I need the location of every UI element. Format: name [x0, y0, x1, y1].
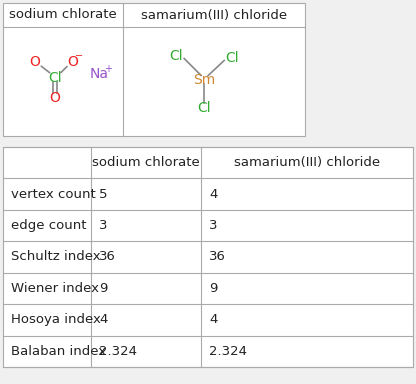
Text: 36: 36 [209, 250, 226, 263]
Bar [3, 147, 413, 367]
Text: O: O [67, 55, 79, 68]
Text: 2.324: 2.324 [99, 345, 137, 358]
Text: Cl: Cl [225, 51, 239, 65]
Text: +: + [104, 63, 112, 73]
Text: Sm: Sm [193, 73, 215, 86]
Text: 2.324: 2.324 [209, 345, 247, 358]
Text: 4: 4 [209, 188, 218, 201]
Text: 9: 9 [209, 282, 218, 295]
Bar [3, 3, 305, 136]
Text: Balaban index: Balaban index [11, 345, 106, 358]
Text: 5: 5 [99, 188, 107, 201]
Text: Cl: Cl [48, 71, 62, 84]
Text: 3: 3 [209, 219, 218, 232]
Text: 4: 4 [99, 313, 107, 326]
Text: sodium chlorate: sodium chlorate [92, 156, 200, 169]
Text: −: − [75, 51, 83, 61]
Text: samarium(III) chloride: samarium(III) chloride [234, 156, 380, 169]
Text: 3: 3 [99, 219, 107, 232]
Text: Cl: Cl [197, 101, 211, 114]
Text: 9: 9 [99, 282, 107, 295]
Text: O: O [30, 55, 40, 68]
Text: 4: 4 [209, 313, 218, 326]
Text: O: O [50, 91, 60, 104]
Text: edge count: edge count [11, 219, 87, 232]
Text: 36: 36 [99, 250, 116, 263]
Text: Cl: Cl [169, 48, 183, 63]
Text: Na: Na [89, 66, 109, 81]
Text: Hosoya index: Hosoya index [11, 313, 101, 326]
Text: sodium chlorate: sodium chlorate [9, 8, 117, 22]
Text: Wiener index: Wiener index [11, 282, 99, 295]
Text: vertex count: vertex count [11, 188, 96, 201]
Text: samarium(III) chloride: samarium(III) chloride [141, 8, 287, 22]
Text: Schultz index: Schultz index [11, 250, 101, 263]
